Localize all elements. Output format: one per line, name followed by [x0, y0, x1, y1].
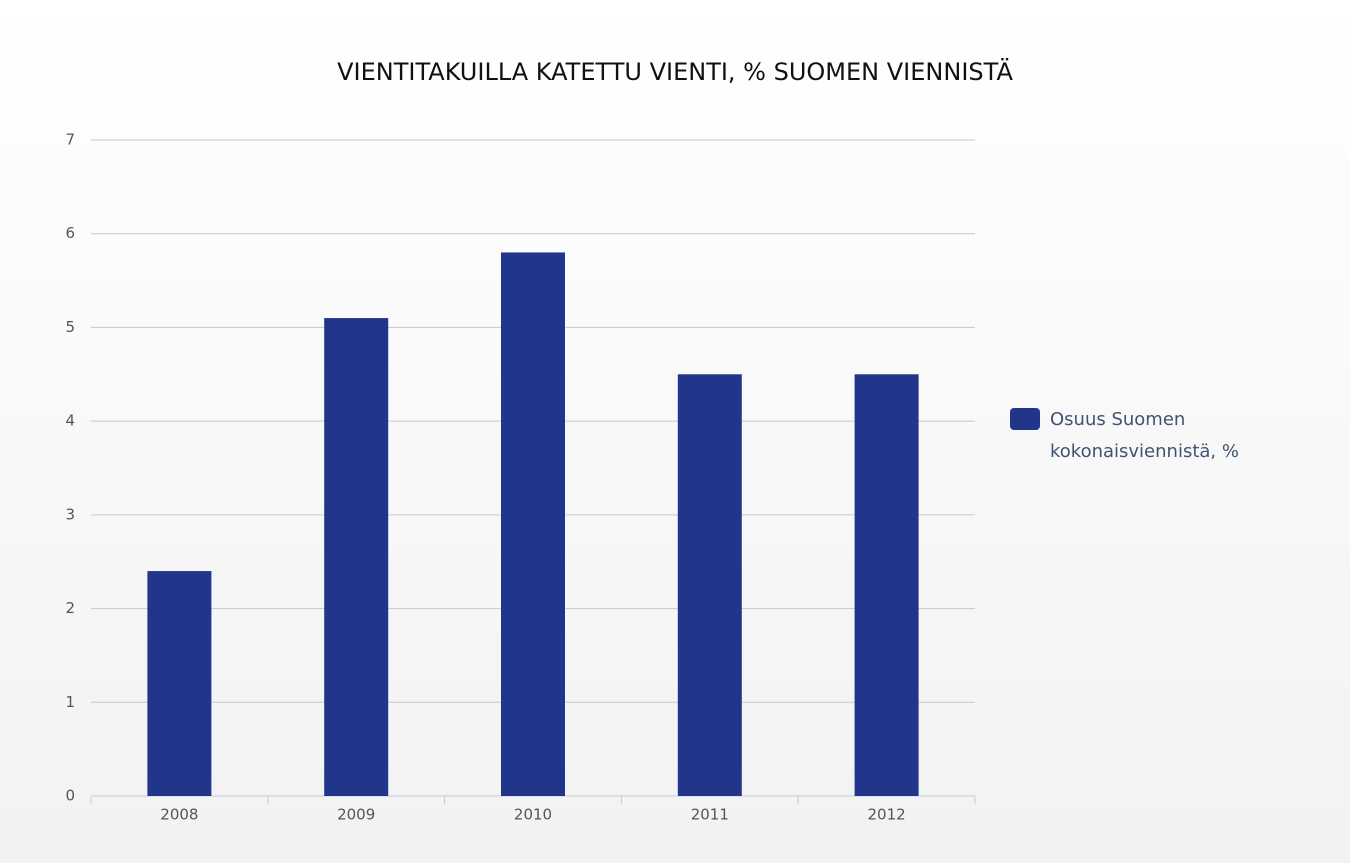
x-tick-label: 2011 [691, 806, 729, 824]
bar [501, 252, 565, 796]
y-tick-label: 2 [65, 599, 75, 617]
x-tick-label: 2012 [868, 806, 906, 824]
bar [854, 374, 919, 796]
y-tick-label: 5 [65, 318, 75, 336]
bar [677, 374, 742, 796]
y-tick-label: 4 [65, 412, 75, 430]
y-tick-label: 6 [65, 224, 75, 242]
y-tick-label: 3 [65, 505, 75, 523]
y-tick-label: 1 [65, 693, 75, 711]
x-tick-label: 2008 [160, 806, 198, 824]
x-tick-label: 2010 [514, 806, 552, 824]
x-tick-label: 2009 [337, 806, 375, 824]
y-tick-label: 7 [65, 131, 75, 149]
legend-label: Osuus Suomen kokonaisviennistä, % [1050, 409, 1239, 462]
legend-swatch [1010, 408, 1040, 430]
bar [324, 318, 389, 796]
chart-title: VIENTITAKUILLA KATETTU VIENTI, % SUOMEN … [337, 57, 1013, 86]
y-tick-label: 0 [65, 787, 75, 805]
bar [147, 571, 212, 796]
